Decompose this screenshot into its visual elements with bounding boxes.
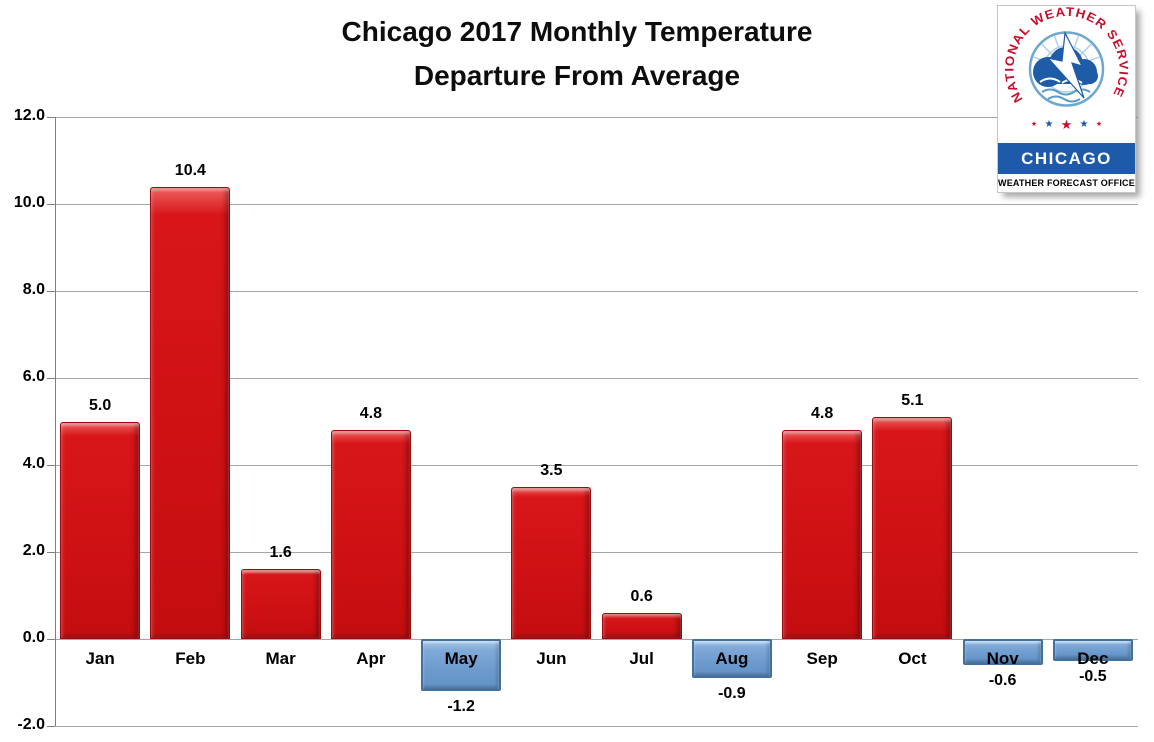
y-axis-label: 2.0 <box>22 542 45 559</box>
y-axis-tick <box>47 639 55 640</box>
bar-value-label: 0.6 <box>630 587 653 605</box>
y-axis-label: 6.0 <box>22 368 45 385</box>
y-axis-tick <box>47 726 55 727</box>
star-icon: ★ <box>1096 120 1102 128</box>
star-icon: ★ <box>1061 117 1073 132</box>
bar-aug <box>691 639 772 679</box>
bar-value-label: -0.6 <box>988 672 1017 690</box>
x-axis-label-jun: Jun <box>536 649 567 668</box>
logo-subtitle: WEATHER FORECAST OFFICE <box>998 174 1135 192</box>
x-axis-label-feb: Feb <box>175 649 206 668</box>
gridline <box>55 291 1138 292</box>
y-axis-tick <box>47 291 55 292</box>
x-axis-label-jan: Jan <box>85 649 115 668</box>
x-axis-label-sep: Sep <box>806 649 838 668</box>
x-axis-label-mar: Mar <box>265 649 296 668</box>
nws-emblem-graphic: NATIONAL WEATHER SERVICE ★ ★ ★ ★ ★ <box>1002 6 1129 132</box>
x-axis-label-jul: Jul <box>629 649 654 668</box>
chart-title-line2: Departure From Average <box>413 60 741 91</box>
gridline <box>55 552 1138 553</box>
water-waves-icon <box>1041 88 1091 103</box>
gridline <box>55 726 1138 727</box>
y-axis-line <box>55 117 56 726</box>
y-axis-label: 0.0 <box>22 629 45 646</box>
bar-value-label: -1.2 <box>447 698 475 716</box>
nws-logo: NATIONAL WEATHER SERVICE ★ ★ ★ ★ ★ CHICA… <box>997 5 1136 193</box>
chart-title: Chicago 2017 Monthly Temperature Departu… <box>0 10 1154 98</box>
y-axis-tick <box>47 465 55 466</box>
star-icon: ★ <box>1045 119 1054 130</box>
bar-oct <box>872 417 953 639</box>
bar-value-label: 5.0 <box>89 396 112 414</box>
y-axis-tick <box>47 204 55 205</box>
y-axis-label: 10.0 <box>13 194 45 211</box>
bar-nov <box>962 639 1043 666</box>
chart-title-line1: Chicago 2017 Monthly Temperature <box>341 16 813 47</box>
bar-jan <box>60 421 141 639</box>
bar-value-label: 3.5 <box>540 461 563 479</box>
bar-value-label: -0.9 <box>718 685 746 703</box>
gridline <box>55 117 1138 118</box>
x-axis-label-oct: Oct <box>898 649 927 668</box>
bar-may <box>421 639 502 692</box>
bar-value-label: -0.5 <box>1079 667 1107 685</box>
y-axis-tick <box>47 117 55 118</box>
bar-sep <box>782 430 863 639</box>
bar-apr <box>330 430 411 639</box>
x-axis-label-apr: Apr <box>356 649 386 668</box>
bar-jul <box>601 612 682 639</box>
bar-value-label: 10.4 <box>174 161 206 179</box>
stars-row: ★ ★ ★ ★ ★ <box>1031 117 1102 132</box>
x-axis-label-aug: Aug <box>715 649 749 668</box>
x-axis-label-may: May <box>444 649 478 668</box>
y-axis-label: 4.0 <box>22 455 45 472</box>
y-axis-tick <box>47 378 55 379</box>
gridline <box>55 204 1138 205</box>
y-axis-tick <box>47 552 55 553</box>
y-axis-label: 12.0 <box>13 107 45 124</box>
bar-feb <box>150 186 231 639</box>
bar-value-label: 5.1 <box>901 392 924 410</box>
bar-value-label: 1.6 <box>269 544 292 562</box>
lightning-bolt-icon <box>1046 30 1085 99</box>
bar-jun <box>511 486 592 639</box>
bar-value-label: 4.8 <box>811 405 834 423</box>
gridline <box>55 465 1138 466</box>
star-icon: ★ <box>1031 120 1037 128</box>
bar-value-label: 4.8 <box>359 405 382 423</box>
gridline <box>55 639 1138 640</box>
star-icon: ★ <box>1080 119 1089 130</box>
x-axis-label-dec: Dec <box>1077 649 1109 668</box>
bar-dec <box>1052 639 1133 661</box>
y-axis-label: 8.0 <box>22 281 45 298</box>
y-axis-label: -2.0 <box>17 716 45 733</box>
x-axis-label-nov: Nov <box>986 649 1019 668</box>
gridline <box>55 378 1138 379</box>
bar-mar <box>240 569 321 639</box>
logo-office-name: CHICAGO <box>998 143 1135 174</box>
